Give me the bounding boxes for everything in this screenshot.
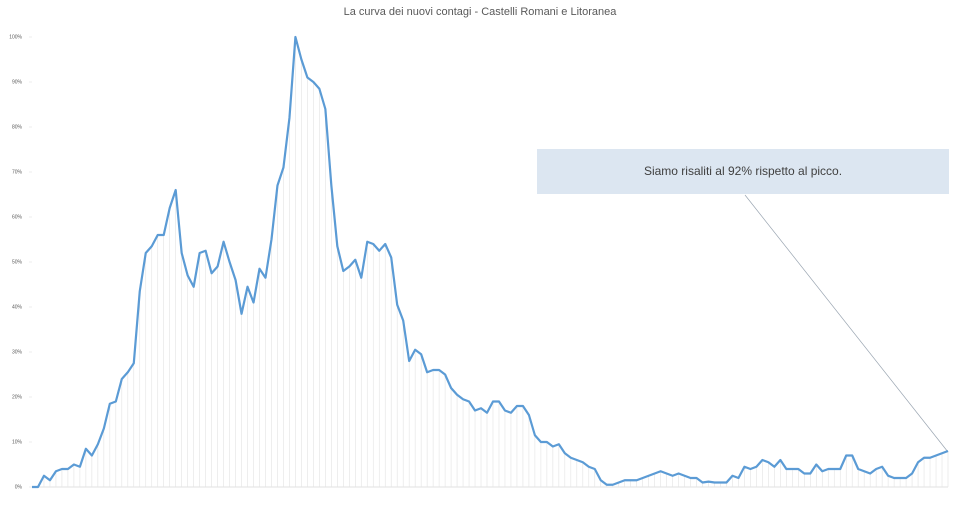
y-tick-label: 60%	[12, 214, 23, 220]
annotation-box	[537, 149, 949, 194]
y-tick-label: 0%	[15, 484, 23, 490]
y-tick-label: 100%	[9, 34, 22, 40]
y-tick-label: 40%	[12, 304, 23, 310]
y-tick-label: 30%	[12, 349, 23, 355]
y-tick-label: 80%	[12, 124, 23, 130]
y-tick-label: 10%	[12, 439, 23, 445]
y-tick-label: 20%	[12, 394, 23, 400]
annotation-pointer	[744, 194, 949, 453]
y-tick-label: 70%	[12, 169, 23, 175]
y-tick-label: 50%	[12, 259, 23, 265]
data-line	[32, 35, 949, 489]
annotation: Siamo risaliti al 92% rispetto al picco.	[644, 164, 842, 178]
chart-title: La curva dei nuovi contagi - Castelli Ro…	[344, 6, 618, 18]
y-tick-label: 90%	[12, 79, 23, 85]
